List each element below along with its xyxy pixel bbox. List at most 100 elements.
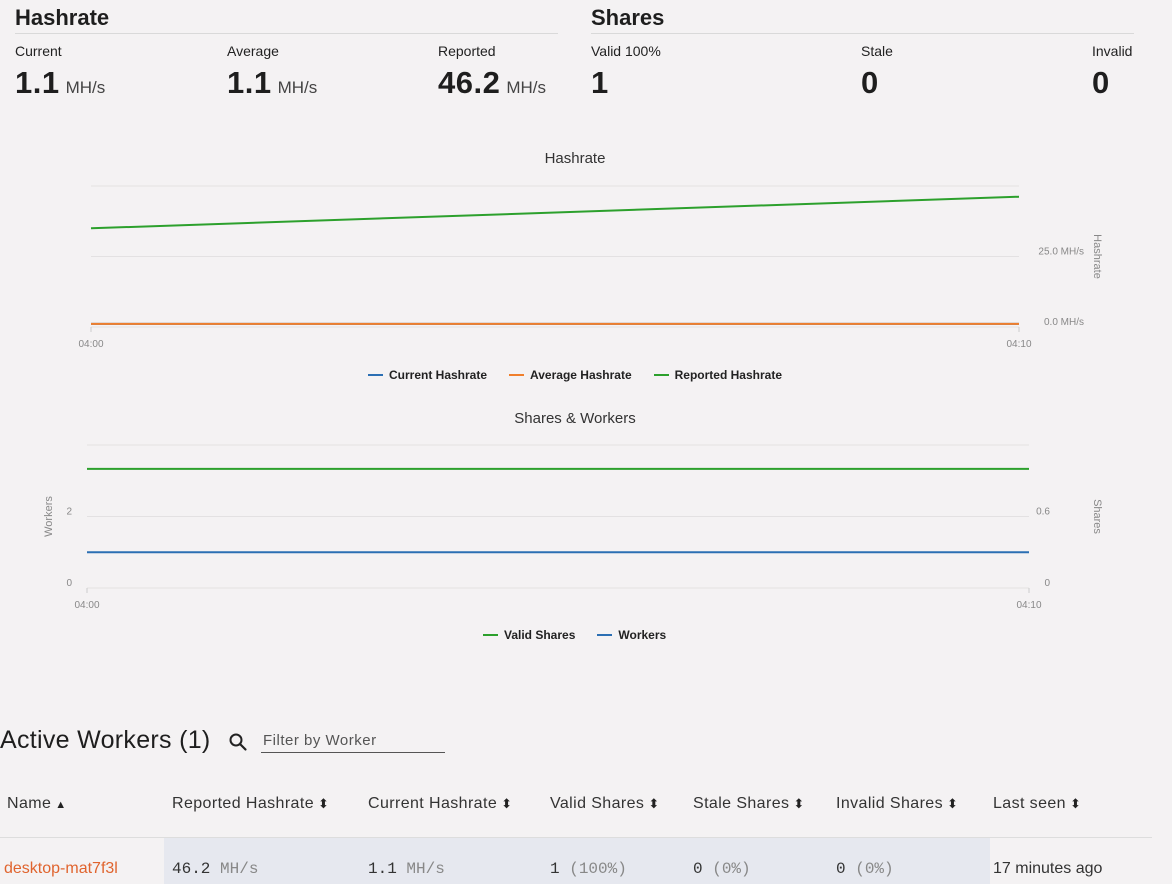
column-header-valid-shares-label: Valid Shares (550, 795, 645, 812)
sort-icon[interactable]: ⬍ (318, 796, 330, 811)
worker-last-seen: 17 minutes ago (993, 860, 1103, 877)
invalid-shares-value: 0 (1092, 65, 1110, 100)
worker-stale-percent: (0%) (712, 860, 751, 878)
legend-item[interactable]: Workers (597, 628, 666, 642)
sort-icon[interactable]: ⬍ (1069, 796, 1082, 811)
worker-valid-shares: 1 (100%) (550, 860, 627, 878)
valid-shares-label: Valid 100% (591, 43, 661, 59)
worker-reported-hashrate: 46.2 MH/s (172, 860, 258, 878)
worker-valid-percent: (100%) (569, 860, 627, 878)
right-axis-tick-label: 0.0 MH/s (1044, 317, 1084, 328)
column-header-last-seen[interactable]: Last seen ⬍ (993, 795, 1081, 813)
shares-divider (591, 33, 1134, 34)
column-header-stale-shares[interactable]: Stale Shares ⬍ (693, 795, 805, 813)
column-header-name-label: Name (7, 795, 52, 812)
reported-hashrate-stat: Reported 46.2 MH/s (438, 43, 546, 101)
shares-chart-title: Shares & Workers (514, 410, 636, 427)
average-hashrate-value: 1.1 (227, 65, 272, 100)
worker-current-unit: MH/s (406, 860, 445, 878)
right-axis-label: Hashrate (1091, 234, 1103, 279)
reported-hashrate-label: Reported (438, 43, 496, 59)
current-hashrate-label: Current (15, 43, 62, 59)
table-row-highlight (164, 838, 990, 884)
worker-invalid-percent: (0%) (855, 860, 894, 878)
active-workers-title: Active Workers (1) (0, 726, 211, 754)
filter-by-worker-input[interactable] (261, 729, 445, 753)
worker-stale-shares: 0 (0%) (693, 860, 751, 878)
x-tick-label: 04:00 (74, 600, 99, 611)
average-hashrate-unit: MH/s (277, 78, 318, 97)
shares-chart-legend: Valid Shares Workers (483, 628, 666, 642)
shares-section-title: Shares (591, 5, 665, 30)
column-header-name[interactable]: Name ▲ (7, 795, 67, 813)
sort-icon[interactable]: ⬍ (793, 796, 805, 811)
column-header-reported-hashrate[interactable]: Reported Hashrate ⬍ (172, 795, 329, 813)
invalid-shares-label: Invalid (1092, 43, 1133, 59)
legend-label: Average Hashrate (530, 368, 632, 382)
hashrate-chart-legend: Current Hashrate Average Hashrate Reported… (368, 368, 782, 382)
hashrate-divider (15, 33, 558, 34)
shares-workers-chart: 04:00 04:10 0.6 0 Shares 2 0 Workers (43, 444, 1103, 611)
legend-label: Valid Shares (504, 628, 576, 642)
column-header-reported-hashrate-label: Reported Hashrate (172, 795, 314, 812)
worker-current-value: 1.1 (368, 860, 397, 878)
column-header-invalid-shares-label: Invalid Shares (836, 795, 943, 812)
series-line-reported-hashrate (90, 195, 1020, 230)
worker-stale-value: 0 (693, 860, 703, 878)
right-axis-tick-label: 0 (1044, 578, 1050, 589)
stale-shares-value: 0 (861, 65, 879, 100)
left-axis-tick-label: 2 (66, 507, 72, 518)
worker-name-link[interactable]: desktop-mat7f3l (4, 860, 118, 877)
sort-icon[interactable]: ⬍ (947, 796, 959, 811)
current-hashrate-stat: Current 1.1 MH/s (15, 43, 105, 101)
legend-item[interactable]: Reported Hashrate (653, 368, 783, 382)
legend-item[interactable]: Valid Shares (483, 628, 575, 642)
worker-current-hashrate: 1.1 MH/s (368, 860, 445, 878)
reported-hashrate-value: 46.2 (438, 65, 501, 100)
column-header-invalid-shares[interactable]: Invalid Shares ⬍ (836, 795, 958, 813)
left-axis-tick-label: 0 (66, 578, 72, 589)
x-tick-label: 04:10 (1006, 339, 1031, 350)
search-icon[interactable] (228, 732, 248, 752)
right-axis-label: Shares (1091, 499, 1103, 534)
average-hashrate-label: Average (227, 43, 279, 59)
right-axis-tick-label: 0.6 (1036, 507, 1050, 518)
x-tick-label: 04:00 (78, 339, 103, 350)
current-hashrate-value: 1.1 (15, 65, 60, 100)
column-header-current-hashrate[interactable]: Current Hashrate ⬍ (368, 795, 512, 813)
current-hashrate-unit: MH/s (65, 78, 106, 97)
legend-item[interactable]: Current Hashrate (368, 368, 487, 382)
legend-label: Reported Hashrate (674, 368, 783, 382)
worker-invalid-value: 0 (836, 860, 846, 878)
hashrate-section-title: Hashrate (15, 5, 110, 30)
sort-icon[interactable]: ⬍ (501, 796, 513, 811)
average-hashrate-stat: Average 1.1 MH/s (227, 43, 317, 101)
column-header-current-hashrate-label: Current Hashrate (368, 795, 498, 812)
sort-icon[interactable]: ⬍ (648, 796, 660, 811)
worker-invalid-shares: 0 (0%) (836, 860, 894, 878)
legend-swatch (368, 374, 383, 376)
table-header-divider (0, 837, 1152, 838)
reported-hashrate-unit: MH/s (506, 78, 547, 97)
column-header-stale-shares-label: Stale Shares (693, 795, 790, 812)
worker-valid-value: 1 (550, 860, 560, 878)
column-header-last-seen-label: Last seen (993, 795, 1066, 812)
valid-shares-stat: Valid 100% 1 (591, 43, 661, 101)
worker-reported-unit: MH/s (220, 860, 259, 878)
sort-ascending-icon[interactable]: ▲ (55, 799, 67, 811)
right-axis-tick-label: 25.0 MH/s (1038, 247, 1084, 258)
x-tick-label: 04:10 (1016, 600, 1041, 611)
legend-label: Current Hashrate (389, 368, 488, 382)
column-header-valid-shares[interactable]: Valid Shares ⬍ (550, 795, 660, 813)
left-axis-label: Workers (43, 496, 55, 537)
valid-shares-value: 1 (591, 65, 609, 100)
stale-shares-stat: Stale 0 (861, 43, 893, 101)
legend-swatch (653, 374, 669, 376)
worker-reported-value: 46.2 (172, 860, 211, 878)
legend-label: Workers (618, 628, 667, 642)
legend-item[interactable]: Average Hashrate (509, 368, 632, 382)
invalid-shares-stat: Invalid 0 (1092, 43, 1132, 101)
hashrate-chart: 04:00 04:10 25.0 MH/s 0.0 MH/s Hashrate (78, 185, 1103, 350)
legend-swatch (597, 634, 613, 636)
legend-swatch (509, 374, 525, 376)
